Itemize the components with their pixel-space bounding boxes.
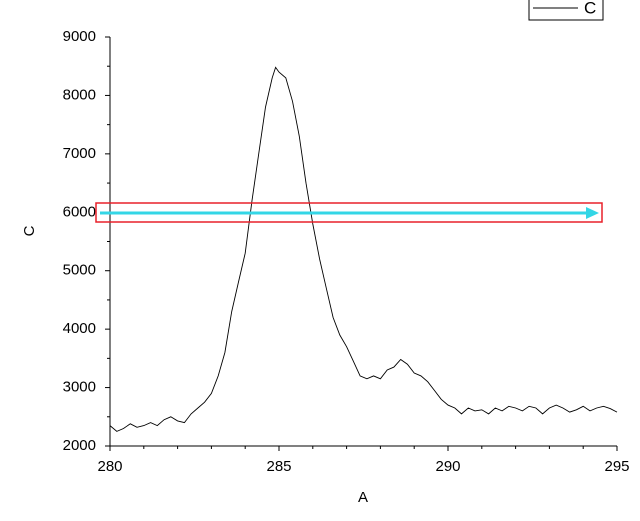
y-tick-label: 9000: [63, 28, 96, 45]
x-tick-label: 280: [97, 458, 122, 475]
x-tick-label: 290: [435, 458, 460, 475]
x-tick-label: 285: [266, 458, 291, 475]
y-tick-label: 7000: [63, 145, 96, 162]
y-axis-label: C: [21, 225, 38, 236]
y-tick-label: 2000: [63, 437, 96, 454]
y-tick-label: 8000: [63, 86, 96, 103]
legend: C: [528, 0, 604, 21]
y-tick-label: 3000: [63, 379, 96, 396]
x-axis-label: A: [358, 489, 368, 506]
data-line: [109, 66, 618, 432]
arrow-head: [586, 207, 599, 219]
legend-box: [528, 0, 604, 21]
y-tick-label: 6000: [63, 203, 96, 220]
highlight-box: [95, 202, 603, 223]
x-tick-label: 295: [604, 458, 629, 475]
y-tick-label: 5000: [63, 262, 96, 279]
y-tick-label: 4000: [63, 320, 96, 337]
legend-label: C: [584, 0, 596, 17]
